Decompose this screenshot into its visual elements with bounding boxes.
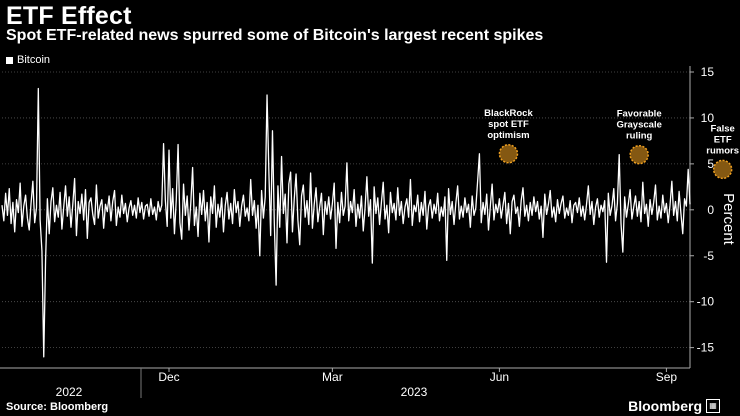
y-tick-label: 0 [707, 203, 714, 217]
x-year-label: 2023 [401, 385, 428, 399]
source-note: Source: Bloomberg [6, 401, 109, 413]
brand-name: Bloomberg [628, 398, 702, 414]
annotation-label: ruling [626, 131, 653, 142]
axes: 15 10 5 0 -5 -10 -15 Percent Dec Mar Jun Sep 2022 202… [0, 65, 737, 399]
y-tick-label: -10 [697, 295, 715, 309]
annotation-label: BlackRock [484, 108, 533, 119]
annotation-label: Grayscale [616, 120, 661, 131]
y-tick-label: -15 [697, 341, 715, 355]
legend: Bitcoin [6, 54, 50, 66]
chart-subtitle: Spot ETF-related news spurred some of Bi… [6, 27, 544, 44]
grid-lines [2, 71, 690, 349]
x-tick-label: Mar [322, 370, 343, 384]
annotation-label: rumors [706, 145, 739, 156]
annotation-marker [498, 144, 519, 164]
y-tick-label: 10 [701, 111, 715, 125]
series-line-bitcoin [1, 87, 691, 358]
annotation-label: ETF [714, 134, 732, 145]
legend-label: Bitcoin [17, 54, 51, 66]
brand-logo: Bloomberg ▦ [628, 398, 720, 414]
annotation-marker [712, 159, 733, 180]
annotation-label: Favorable [617, 109, 662, 120]
y-tick-label: 15 [701, 65, 715, 79]
y-tick-label: -5 [703, 249, 714, 263]
x-year-label: 2022 [56, 385, 83, 399]
x-tick-label: Jun [490, 370, 509, 384]
legend-swatch [6, 56, 13, 64]
chart-title: ETF Effect [6, 2, 132, 30]
chart-badge-icon: ▦ [706, 399, 720, 413]
series-layer [1, 87, 691, 358]
y-axis-title: Percent [720, 193, 737, 246]
x-tick-label: Dec [158, 370, 179, 384]
y-tick-label: 5 [707, 157, 714, 171]
annotation-label: spot ETF [488, 119, 529, 130]
annotation-label: False [711, 123, 735, 134]
annotation-marker [629, 144, 649, 165]
annotation-label: optimism [487, 130, 529, 141]
x-tick-label: Sep [656, 370, 678, 384]
